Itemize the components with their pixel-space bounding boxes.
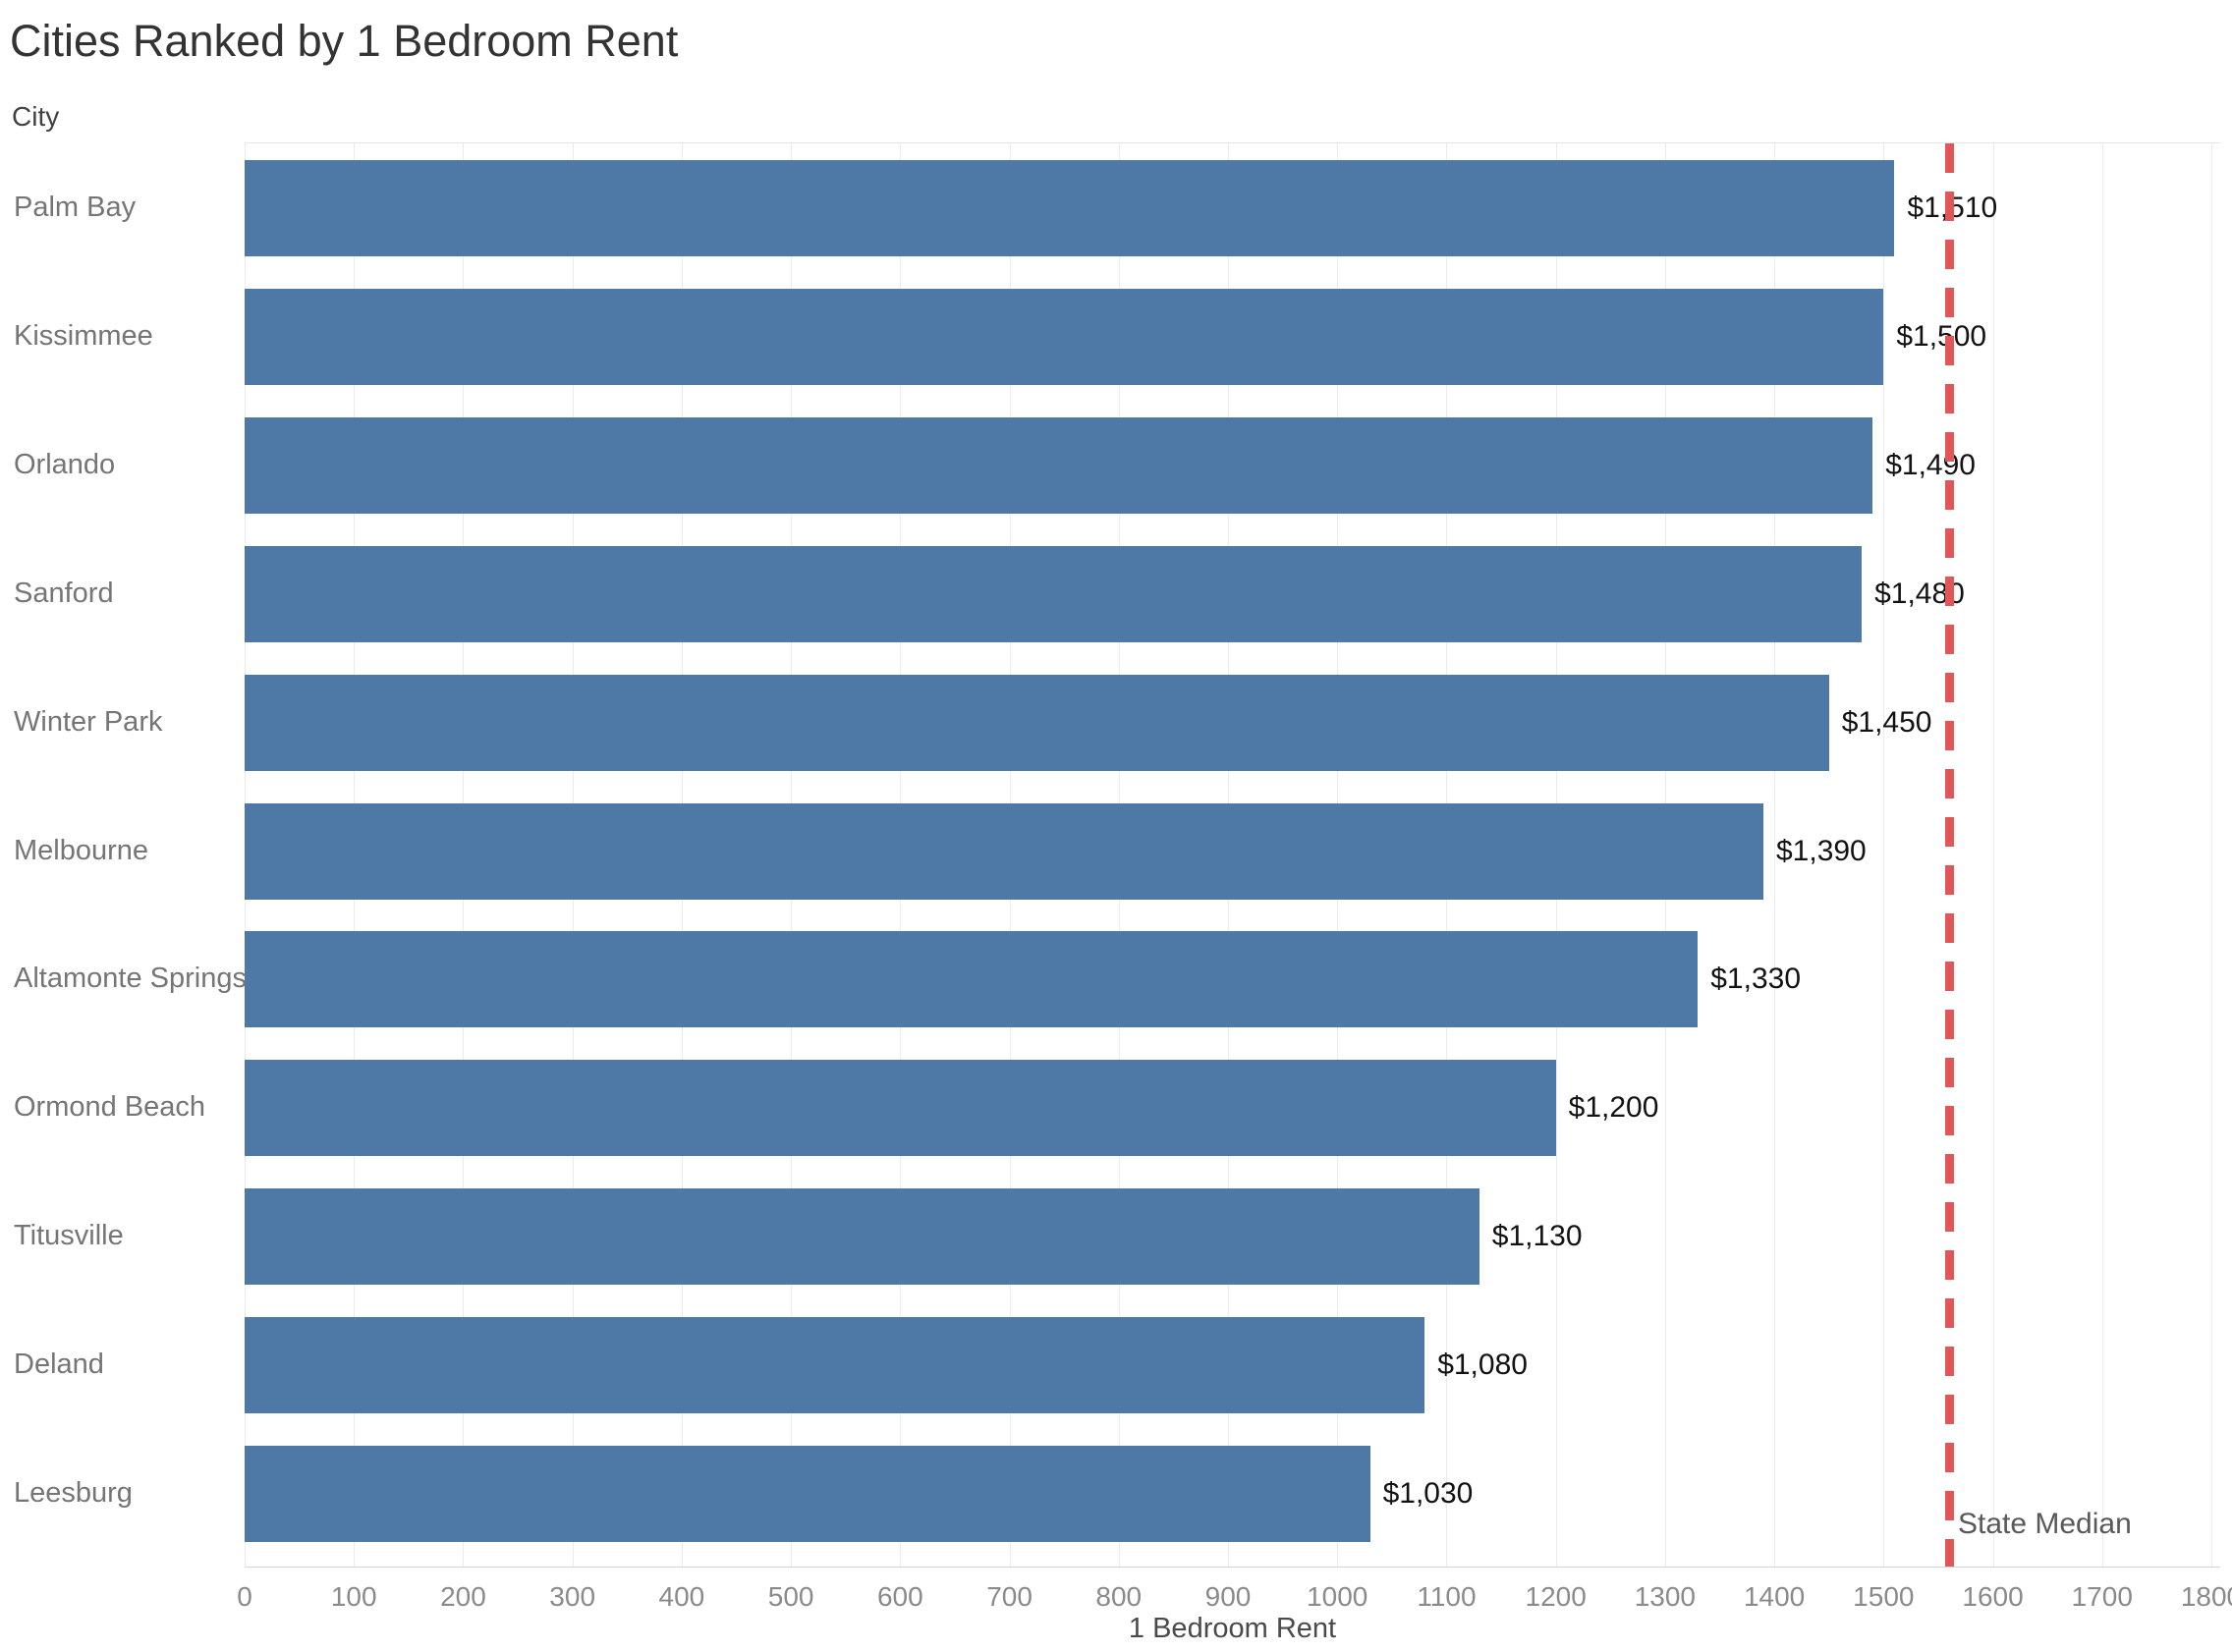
city-label-deland: Deland	[14, 1349, 104, 1381]
bar-value-label: $1,500	[1896, 319, 1987, 353]
bar-value-label: $1,390	[1775, 834, 1867, 867]
x-tick-label-1200: 1200	[1525, 1581, 1587, 1612]
bar-value-label: $1,080	[1437, 1349, 1528, 1382]
state-median-reference-line	[1944, 143, 1954, 1567]
x-tick-label-1500: 1500	[1853, 1581, 1915, 1612]
reference-line-label: State Median	[1958, 1508, 2132, 1540]
city-label-orlando: Orlando	[14, 448, 116, 480]
city-label-ormond-beach: Ormond Beach	[14, 1091, 206, 1124]
x-tick-label-1000: 1000	[1307, 1581, 1368, 1612]
bar-value-label: $1,130	[1491, 1220, 1583, 1253]
city-label-melbourne: Melbourne	[14, 834, 149, 866]
x-axis-title: 1 Bedroom Rent	[1128, 1613, 1337, 1644]
city-label-altamonte-springs: Altamonte Springs	[14, 963, 247, 995]
bar-sanford[interactable]	[245, 545, 1863, 642]
bar-value-label: $1,330	[1710, 963, 1802, 996]
bar-kissimmee[interactable]	[245, 288, 1884, 385]
bar-value-label: $1,450	[1841, 705, 1932, 739]
bar-orlando[interactable]	[245, 416, 1873, 514]
x-tick-label-600: 600	[876, 1581, 923, 1612]
city-label-winter-park: Winter Park	[14, 705, 163, 738]
plot-area: $1,510$1,500$1,490$1,480$1,450$1,390$1,3…	[245, 142, 2220, 1568]
x-tick-label-400: 400	[658, 1581, 705, 1612]
city-label-leesburg: Leesburg	[14, 1477, 133, 1509]
x-tick-label-700: 700	[986, 1581, 1032, 1612]
x-tick-label-1800: 1800	[2180, 1581, 2232, 1612]
bar-winter-park[interactable]	[245, 674, 1829, 771]
x-tick-label-500: 500	[767, 1581, 814, 1612]
x-tick-label-1300: 1300	[1634, 1581, 1697, 1612]
x-tick-label-100: 100	[330, 1581, 377, 1612]
bar-titusville[interactable]	[245, 1188, 1479, 1286]
bar-melbourne[interactable]	[245, 802, 1763, 900]
gridline-1600	[1992, 143, 1994, 1567]
bar-deland[interactable]	[245, 1317, 1425, 1414]
bar-palm-bay[interactable]	[245, 160, 1895, 256]
x-tick-label-1100: 1100	[1417, 1581, 1477, 1612]
x-tick-label-300: 300	[549, 1581, 596, 1612]
city-label-sanford: Sanford	[14, 577, 114, 609]
city-label-kissimmee: Kissimmee	[14, 319, 153, 352]
chart-title: Cities Ranked by 1 Bedroom Rent	[10, 16, 679, 66]
x-tick-label-1700: 1700	[2071, 1581, 2133, 1612]
y-axis-title: City	[12, 101, 60, 132]
gridline-1400	[1774, 143, 1776, 1567]
bar-ormond-beach[interactable]	[245, 1060, 1556, 1157]
x-tick-label-1600: 1600	[1962, 1581, 2024, 1612]
x-tick-label-800: 800	[1095, 1581, 1143, 1612]
x-tick-label-0: 0	[237, 1581, 252, 1612]
city-label-titusville: Titusville	[14, 1220, 124, 1252]
bar-value-label: $1,030	[1382, 1477, 1474, 1510]
bar-altamonte-springs[interactable]	[245, 931, 1699, 1028]
gridline-1800	[2211, 143, 2212, 1567]
bar-value-label: $1,200	[1568, 1091, 1659, 1125]
bar-value-label: $1,490	[1885, 448, 1976, 481]
x-tick-label-1400: 1400	[1743, 1581, 1806, 1612]
x-tick-label-900: 900	[1204, 1581, 1252, 1612]
bar-leesburg[interactable]	[245, 1446, 1370, 1542]
city-label-palm-bay: Palm Bay	[14, 192, 137, 223]
x-tick-label-200: 200	[440, 1581, 486, 1612]
gridline-1500	[1883, 143, 1885, 1567]
gridline-1700	[2101, 143, 2103, 1567]
